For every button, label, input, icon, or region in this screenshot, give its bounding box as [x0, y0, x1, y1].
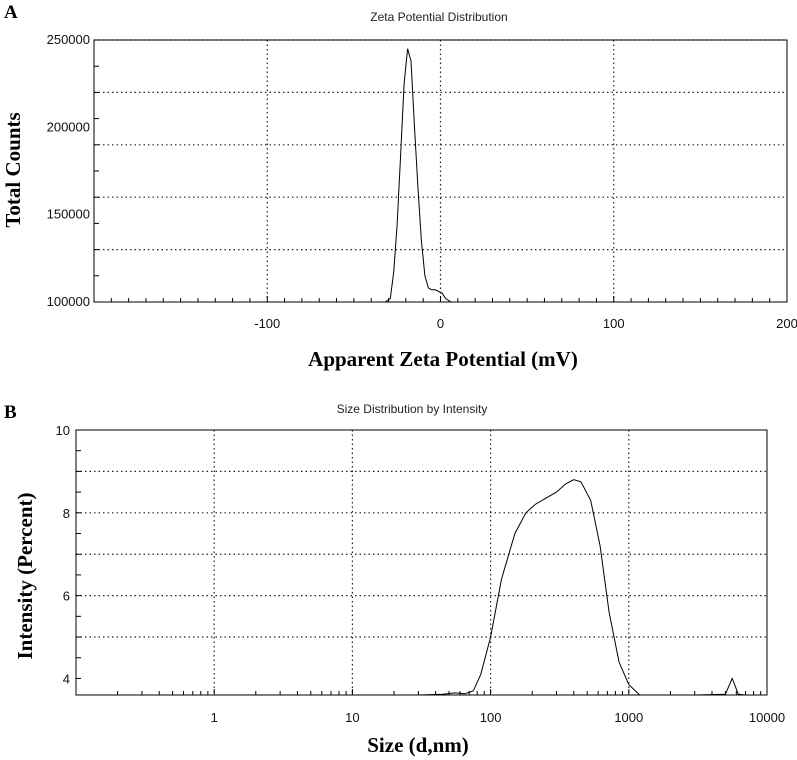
zeta-x-tick-label: 100: [603, 316, 625, 331]
size-tick-labels: 1 10 100 1000 10000 4 6 8 10: [56, 423, 786, 725]
zeta-gridlines: [94, 39, 787, 302]
zeta-y-tick-label: 100000: [47, 294, 90, 309]
zeta-y-axis-label: Total Counts: [1, 112, 25, 227]
size-y-tick-label: 10: [56, 423, 70, 438]
zeta-y-tick-label: 150000: [47, 207, 90, 222]
size-x-tick-label: 10: [345, 710, 359, 725]
size-plot-frame: [75, 429, 768, 696]
size-x-tick-label: 100: [480, 710, 502, 725]
size-series-line: [159, 479, 767, 696]
zeta-x-axis-label: Apparent Zeta Potential (mV): [308, 347, 578, 371]
zeta-series-line: [185, 48, 701, 303]
size-y-axis-label: Intensity (Percent): [13, 493, 37, 660]
size-gridlines: [76, 430, 767, 695]
size-y-tick-label: 6: [63, 589, 70, 604]
zeta-tick-labels: -100 0 100 200 100000 150000 200000 250000: [47, 32, 797, 331]
panel-letter-b: B: [4, 402, 17, 423]
size-x-tick-label: 1: [211, 710, 218, 725]
zeta-x-tick-label: -100: [254, 316, 280, 331]
zeta-chart-title: Zeta Potential Distribution: [370, 10, 507, 24]
size-distribution-chart: B Size Distribution by Intensity Size (d…: [4, 402, 785, 757]
zeta-plot-frame: [93, 39, 788, 303]
zeta-y-tick-label: 250000: [47, 32, 90, 47]
size-x-axis-label: Size (d,nm): [367, 733, 469, 757]
size-series: [159, 479, 767, 696]
zeta-x-tick-label: 0: [437, 316, 444, 331]
size-y-tick-label: 8: [63, 506, 70, 521]
zeta-series: [185, 48, 701, 303]
size-y-tick-label: 4: [63, 671, 70, 686]
zeta-x-tick-label: 200: [776, 316, 797, 331]
size-chart-title: Size Distribution by Intensity: [337, 402, 488, 416]
size-x-tick-label: 10000: [749, 710, 785, 725]
size-axis-ticks: [75, 429, 762, 695]
panel-letter-a: A: [4, 2, 18, 23]
size-x-tick-label: 1000: [614, 710, 643, 725]
zeta-y-tick-label: 200000: [47, 119, 90, 134]
zeta-potential-chart: A Zeta Potential Distribution Apparent Z…: [1, 2, 797, 371]
